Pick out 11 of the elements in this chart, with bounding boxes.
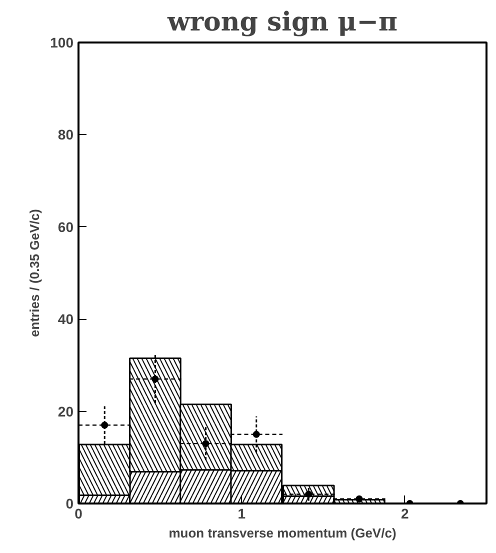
- y-tick-label: 100: [50, 34, 74, 50]
- x-axis-title: muon transverse momentum (GeV/c): [168, 526, 396, 540]
- y-tick-label: 0: [66, 496, 74, 512]
- y-tick-label: 80: [58, 126, 74, 143]
- y-tick-label: 60: [58, 218, 74, 235]
- y-tick-label: 40: [58, 311, 74, 328]
- chart-title: wrong sign μ−π: [166, 8, 398, 38]
- y-axis-title: entries / (0.35 GeV/c): [27, 209, 42, 337]
- y-tick-label: 20: [58, 403, 74, 420]
- x-tick-label: 2: [401, 506, 410, 522]
- x-tick-label: 1: [238, 506, 246, 522]
